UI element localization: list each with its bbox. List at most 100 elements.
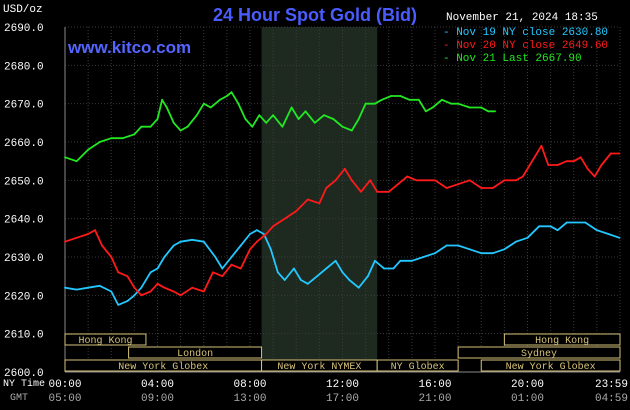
series-point-0 <box>468 248 471 251</box>
x-tick-label-ny: 08:00 <box>233 379 266 391</box>
y-tick-label: 2630.0 <box>4 253 44 265</box>
series-point-2 <box>350 129 353 132</box>
series-point-0 <box>306 282 309 285</box>
x-tick-label-gmt: 17:00 <box>326 393 359 405</box>
series-point-2 <box>480 106 483 109</box>
series-point-2 <box>186 125 189 128</box>
legend-item-nov21: - Nov 21 Last 2667.90 <box>443 53 582 65</box>
session-label: Hong Kong <box>78 336 132 347</box>
series-point-0 <box>316 275 318 278</box>
series-point-2 <box>290 106 293 109</box>
series-point-1 <box>272 225 274 228</box>
series-point-2 <box>98 141 101 143</box>
series-point-0 <box>515 240 517 243</box>
series-point-2 <box>390 95 392 97</box>
series-point-0 <box>618 236 621 239</box>
series-point-2 <box>161 98 164 101</box>
series-line-0 <box>64 221 620 306</box>
series-point-1 <box>334 179 337 182</box>
series-point-1 <box>283 217 286 220</box>
series-point-1 <box>593 175 596 178</box>
series-point-2 <box>457 102 459 105</box>
series-point-1 <box>406 175 409 178</box>
legend-item-nov20: - Nov 20 NY close 2649.60 <box>443 40 608 52</box>
series-point-1 <box>318 202 321 205</box>
series-point-1 <box>586 167 589 170</box>
session-label: New York NYMEX <box>277 361 361 373</box>
session-label: Hong Kong <box>535 336 589 347</box>
series-point-2 <box>450 102 453 105</box>
series-point-1 <box>140 294 143 297</box>
series-point-1 <box>256 240 258 243</box>
series-point-0 <box>149 271 152 274</box>
series-point-2 <box>341 125 344 128</box>
series-point-2 <box>226 95 228 97</box>
series-point-0 <box>269 248 272 251</box>
series-point-2 <box>468 106 471 109</box>
series-point-2 <box>313 121 316 124</box>
series-point-0 <box>87 286 89 289</box>
session-bar <box>503 333 621 346</box>
series-point-1 <box>265 233 268 235</box>
series-point-1 <box>397 183 399 186</box>
x-tick-label-gmt: 13:00 <box>233 393 266 405</box>
series-point-1 <box>325 187 328 189</box>
series-point-2 <box>202 102 205 105</box>
series-point-1 <box>618 152 621 155</box>
series-point-2 <box>332 118 335 120</box>
series-point-0 <box>480 252 483 255</box>
series-point-0 <box>126 300 129 302</box>
series-point-1 <box>179 294 182 297</box>
series-point-2 <box>179 129 182 132</box>
series-point-0 <box>549 225 552 228</box>
series-point-1 <box>212 271 214 274</box>
series-point-1 <box>424 179 427 182</box>
series-point-0 <box>133 294 136 297</box>
series-point-0 <box>538 225 540 228</box>
series-point-0 <box>249 233 251 235</box>
series-point-2 <box>140 125 143 128</box>
series-point-1 <box>295 210 298 212</box>
chart-datetime: November 21, 2024 18:35 <box>446 12 598 24</box>
series-point-0 <box>503 248 506 251</box>
series-point-1 <box>191 286 194 289</box>
series-point-0 <box>357 286 360 289</box>
series-point-2 <box>165 106 168 109</box>
y-tick-label: 2660.0 <box>4 138 44 150</box>
series-point-2 <box>323 114 325 117</box>
series-point-2 <box>195 114 198 117</box>
series-point-0 <box>607 233 610 235</box>
series-point-1 <box>87 233 89 235</box>
y-axis-unit-label: USD/oz <box>3 4 43 16</box>
series-point-0 <box>457 244 459 247</box>
session-bar <box>376 359 459 372</box>
series-point-1 <box>64 240 66 243</box>
series-point-1 <box>468 179 471 182</box>
session-label: London <box>177 348 213 360</box>
series-point-0 <box>239 244 242 247</box>
y-tick-label: 2600.0 <box>4 368 44 380</box>
series-point-1 <box>360 190 362 193</box>
series-point-1 <box>528 164 531 166</box>
session-label: NY Globex <box>391 361 445 373</box>
series-point-2 <box>237 102 240 105</box>
series-point-2 <box>87 148 89 151</box>
legend-item-nov19: - Nov 19 NY close 2630.80 <box>443 27 608 39</box>
series-point-1 <box>163 286 166 289</box>
series-point-1 <box>149 290 152 293</box>
legend-label-nov21: Nov 21 Last 2667.90 <box>456 53 582 65</box>
series-point-2 <box>304 110 307 113</box>
series-point-1 <box>535 152 538 155</box>
series-point-0 <box>202 240 205 243</box>
series-point-1 <box>306 198 309 201</box>
gmt-axis-label: GMT <box>10 393 28 404</box>
series-point-0 <box>572 221 575 224</box>
legend-swatch-nov19: - <box>443 27 457 39</box>
series-point-2 <box>244 118 247 120</box>
series-point-2 <box>172 121 175 124</box>
website-link[interactable]: www.kitco.com <box>68 38 192 57</box>
series-point-2 <box>424 110 427 113</box>
series-point-0 <box>367 275 369 278</box>
series-point-0 <box>399 259 402 262</box>
